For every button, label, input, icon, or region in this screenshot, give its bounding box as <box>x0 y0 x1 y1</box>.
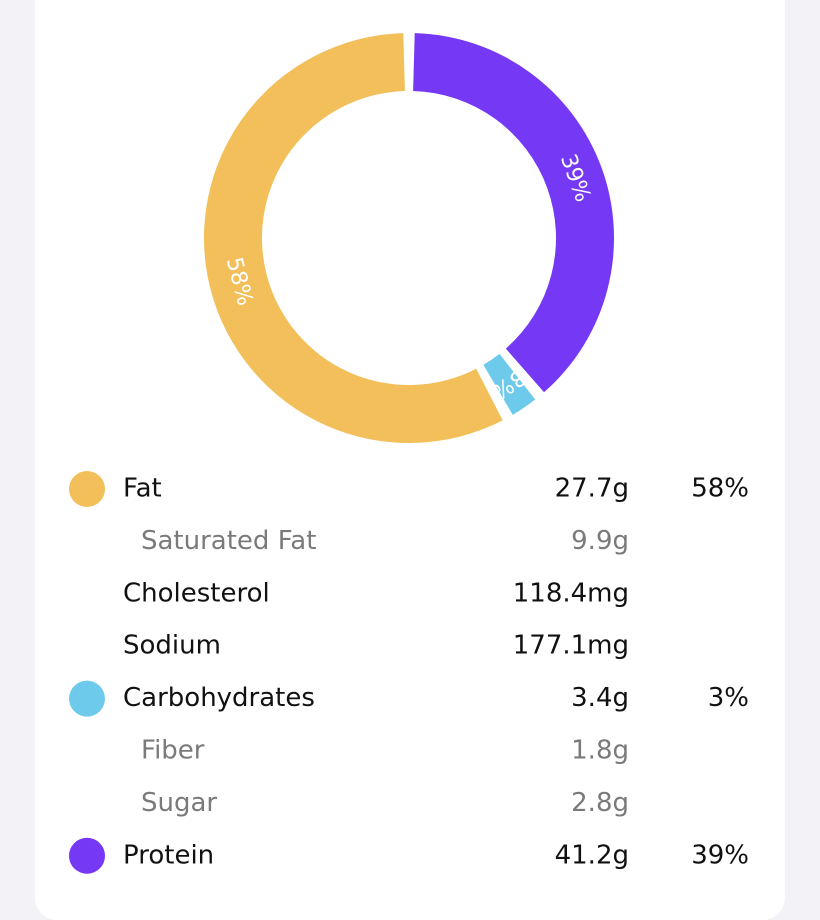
donut-slice <box>203 33 503 443</box>
donut-slice <box>413 33 614 393</box>
legend-dot <box>69 680 105 717</box>
nutrient-amount: 27.7g <box>555 474 629 504</box>
nutrient-label: Protein <box>123 840 214 870</box>
nutrient-amount: 3.4g <box>571 683 629 713</box>
nutrient-percent: 3% <box>708 683 749 713</box>
nutrient-label: Sugar <box>141 788 217 818</box>
nutrient-label: Fat <box>123 474 162 504</box>
legend-dot <box>69 837 105 874</box>
nutrient-label: Cholesterol <box>123 578 270 608</box>
nutrient-amount: 41.2g <box>555 840 629 870</box>
nutrient-amount: 177.1mg <box>513 631 629 661</box>
card <box>35 0 785 920</box>
nutrient-percent: 58% <box>691 474 749 504</box>
page: 58% 3% 39% Fat 27.7g 58% Saturated Fat 9.9g Chol… <box>35 0 785 920</box>
nutrition-view: 58%3%39%Fat 27.7g 58%Saturated Fat 9.9gChol… <box>69 33 749 874</box>
nutrient-amount: 9.9g <box>571 526 629 556</box>
donut-slice <box>483 353 536 415</box>
legend-dot <box>69 471 105 507</box>
nutrient-amount: 1.8g <box>571 736 629 766</box>
nutrient-amount: 2.8g <box>571 788 629 818</box>
nutrient-amount: 118.4mg <box>513 578 629 608</box>
nutrient-label: Saturated Fat <box>141 526 316 556</box>
nutrient-label: Fiber <box>141 736 205 766</box>
nutrient-label: Carbohydrates <box>123 683 315 713</box>
nutrient-percent: 39% <box>691 840 749 870</box>
nutrient-label: Sodium <box>123 631 221 661</box>
